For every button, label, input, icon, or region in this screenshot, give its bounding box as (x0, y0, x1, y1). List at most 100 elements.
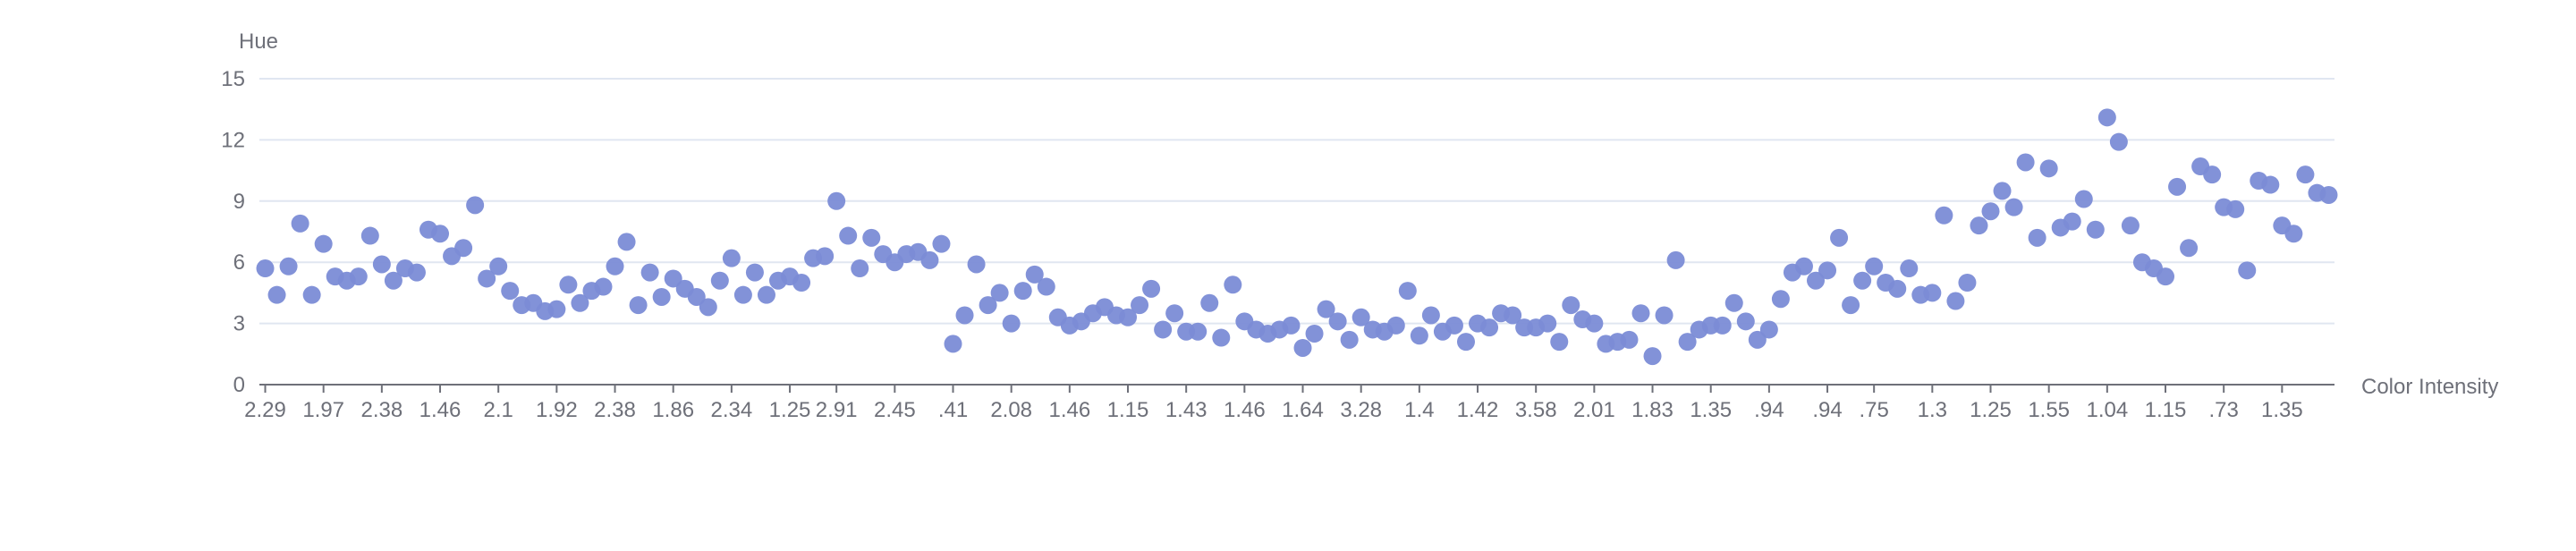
y-tick-label: 3 (233, 312, 245, 336)
data-point (1842, 296, 1860, 315)
data-point (594, 277, 613, 296)
y-tick-label: 15 (221, 67, 245, 91)
data-point (1456, 333, 1475, 352)
data-point (2203, 165, 2222, 184)
grid-lines (259, 78, 2334, 325)
x-tick-label: 1.3 (1918, 398, 1947, 422)
data-point (1748, 330, 1767, 349)
x-tick-label: 1.46 (1048, 398, 1090, 422)
data-point (360, 226, 379, 245)
data-point (2016, 153, 2035, 172)
data-point (640, 263, 659, 282)
data-point (1305, 325, 1324, 343)
data-point (1293, 338, 1312, 357)
data-point (267, 285, 286, 304)
x-tick-label: 1.46 (1224, 398, 1266, 422)
data-point (979, 296, 997, 315)
data-point (1643, 347, 1662, 366)
data-point (466, 196, 485, 215)
data-point (1713, 316, 1732, 335)
data-point (1328, 312, 1347, 331)
data-point (1794, 257, 1813, 276)
data-point (839, 226, 858, 245)
data-point (967, 255, 986, 274)
data-point (1410, 326, 1428, 345)
x-tick-label: 1.4 (1404, 398, 1434, 422)
data-point (1352, 308, 1370, 326)
y-tick-label: 12 (221, 128, 245, 152)
x-tick-label: 1.25 (1970, 398, 2012, 422)
data-point (1550, 333, 1569, 352)
data-point (1807, 271, 1825, 290)
data-point (349, 267, 368, 286)
data-point (816, 247, 835, 266)
data-point (1480, 318, 1499, 337)
data-point (1958, 274, 1977, 292)
data-point (687, 287, 706, 306)
data-point (1165, 304, 1184, 323)
data-point (1900, 259, 1919, 278)
x-tick-label: .94 (1812, 398, 1842, 422)
data-point (2004, 198, 2023, 216)
x-tick-label: 1.25 (769, 398, 811, 422)
data-point (1946, 292, 1965, 310)
data-point (2168, 177, 2187, 196)
data-point (792, 274, 811, 292)
data-point (1386, 316, 1405, 335)
data-point (2238, 261, 2257, 280)
data-point (2097, 108, 2116, 127)
x-tick-label: 1.86 (652, 398, 694, 422)
y-axis: 0 3 6 9 12 15 (221, 67, 245, 397)
y-tick-label: 9 (233, 190, 245, 214)
data-point (944, 335, 962, 353)
data-point (1002, 314, 1021, 333)
data-point (2109, 132, 2128, 151)
data-point (745, 263, 764, 282)
data-point (1224, 276, 1242, 294)
data-point (2028, 228, 2046, 247)
data-point (1340, 330, 1359, 349)
data-point (1818, 261, 1837, 280)
data-point (710, 271, 729, 290)
x-tick-label: 1.55 (2028, 398, 2070, 422)
data-point (1993, 182, 2012, 200)
x-tick-label: 1.42 (1457, 398, 1499, 422)
y-tick-label: 6 (233, 250, 245, 275)
data-point (1025, 265, 1044, 284)
data-points (256, 108, 2338, 366)
data-point (2157, 267, 2175, 286)
data-point (1504, 306, 1522, 325)
data-point (256, 259, 275, 278)
data-point (2063, 212, 2081, 231)
x-tick-label: 2.01 (1573, 398, 1615, 422)
data-point (617, 233, 636, 251)
data-point (489, 257, 508, 276)
x-tick-label: 2.1 (484, 398, 513, 422)
x-tick-label: 1.64 (1282, 398, 1324, 422)
x-tick-label: .94 (1754, 398, 1784, 422)
y-axis-title: Hue (239, 30, 278, 54)
data-point (1666, 250, 1685, 269)
data-point (1200, 293, 1219, 312)
x-tick-label: 1.97 (302, 398, 344, 422)
data-point (664, 269, 682, 288)
data-point (990, 284, 1009, 302)
data-point (2296, 165, 2315, 184)
data-point (2086, 220, 2105, 239)
data-point (1678, 333, 1697, 352)
data-point (1154, 320, 1173, 339)
data-point (1853, 271, 1872, 290)
data-point (291, 214, 309, 233)
x-tick-label: 1.35 (1690, 398, 1732, 422)
data-point (1212, 328, 1231, 347)
x-tick-label: 3.28 (1340, 398, 1382, 422)
x-tick-label: 1.92 (536, 398, 578, 422)
data-point (478, 269, 496, 288)
x-axis-title: Color Intensity (2361, 375, 2498, 399)
data-point (1970, 216, 1988, 235)
data-point (372, 255, 391, 274)
data-point (1189, 322, 1208, 341)
data-point (2319, 185, 2338, 204)
x-tick-label: 1.43 (1165, 398, 1208, 422)
